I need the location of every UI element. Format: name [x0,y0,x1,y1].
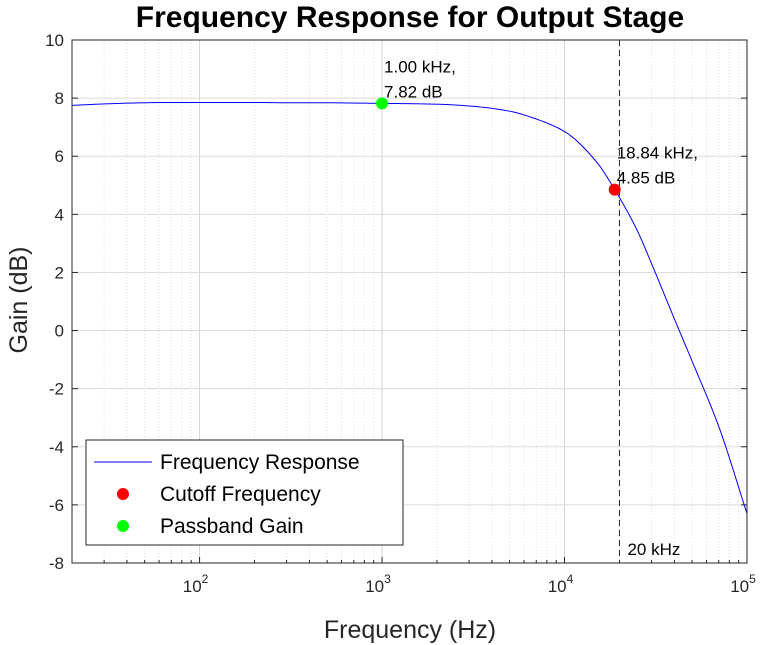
y-tick-label: 8 [55,89,64,108]
y-axis-label: Gain (dB) [5,247,33,354]
marker-label-line1: 1.00 kHz, [384,57,456,76]
x-tick-label: 105 [730,572,756,596]
marker-label-line1: 18.84 kHz, [617,144,698,163]
legend-label: Frequency Response [160,451,360,474]
y-tick-label: -4 [49,438,64,457]
y-tick-label: 10 [45,31,64,50]
plot-area: 20 kHz 18.84 kHz, 4.85 dB 1.00 kHz, 7.82 dB 1… [45,31,756,596]
x-tick-label: 103 [365,572,391,596]
x-tick-label-base: 10 [730,577,749,596]
x-tick-label-base: 10 [365,577,384,596]
marker-label-line2: 4.85 dB [617,169,676,188]
legend: Frequency Response Cutoff Frequency Passba… [85,439,404,546]
x-tick-label-base: 10 [548,577,567,596]
marker-cutoff [608,183,621,196]
y-tick-label: -2 [49,380,64,399]
legend-box [85,439,404,546]
x-tick-label: 102 [183,572,209,596]
x-tick-label-exponent: 4 [567,572,574,586]
legend-marker-swatch [117,488,129,500]
y-tick-label: -6 [49,496,64,515]
legend-marker-swatch [117,520,129,532]
reference-line-label: 20 kHz [627,540,680,559]
legend-label: Cutoff Frequency [160,483,321,506]
marker-label-line2: 7.82 dB [384,82,443,101]
y-tick-label: 4 [55,205,64,224]
y-tick-label: 6 [55,147,64,166]
marker-passband [376,97,389,110]
x-tick-label-base: 10 [183,577,202,596]
axes-frame [71,39,748,564]
x-tick-label-exponent: 2 [202,572,209,586]
chart-title: Frequency Response for Output Stage [136,1,684,34]
x-tick-label: 104 [548,572,574,596]
y-tick-label: 2 [55,263,64,282]
x-axis-label: Frequency (Hz) [324,616,496,644]
x-tick-label-exponent: 5 [749,572,756,586]
y-tick-label: -8 [49,554,64,573]
x-tick-label-exponent: 3 [384,572,391,586]
y-tick-label: 0 [55,322,64,341]
frequency-response-line [72,101,747,514]
legend-label: Passband Gain [160,515,304,538]
